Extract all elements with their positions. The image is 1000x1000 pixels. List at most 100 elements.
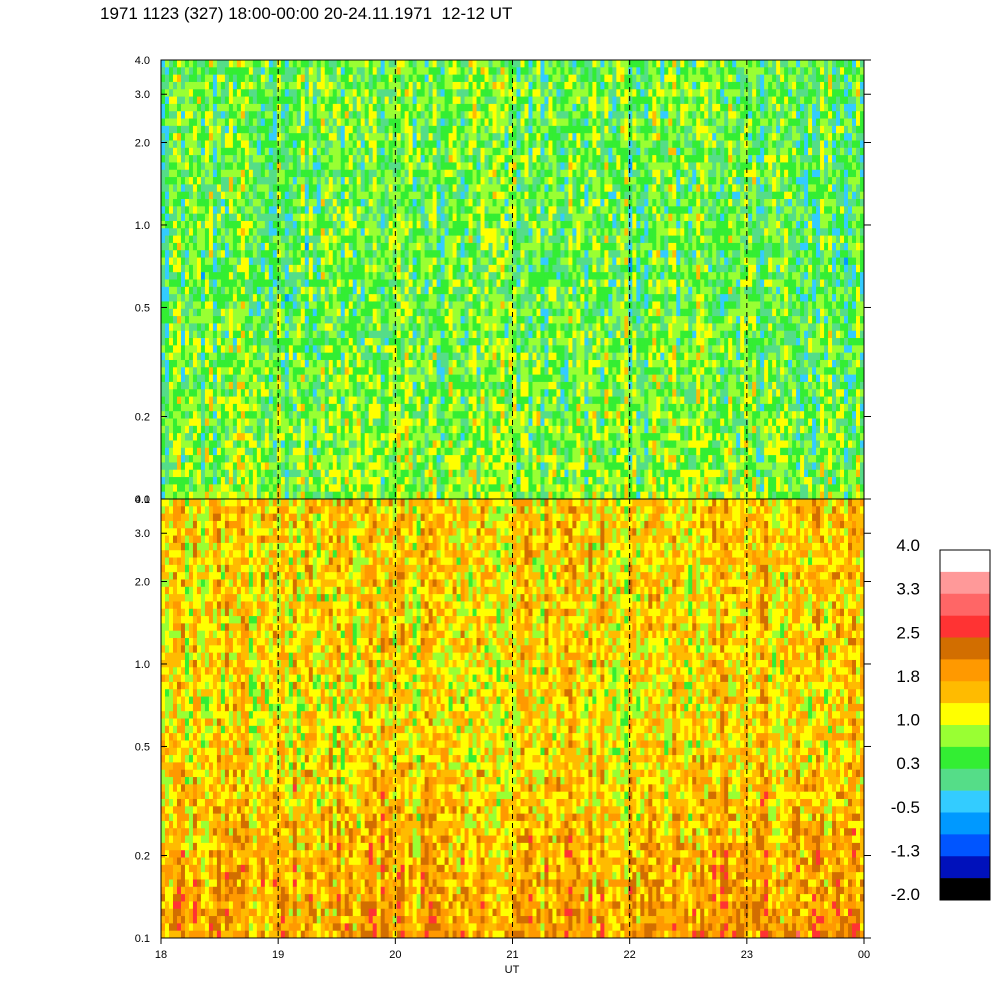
heatmap-cell xyxy=(196,396,202,405)
heatmap-cell xyxy=(420,206,426,215)
heatmap-cell xyxy=(420,381,426,390)
heatmap-cell xyxy=(424,228,430,236)
heatmap-cell xyxy=(264,60,270,68)
heatmap-cell xyxy=(224,440,230,449)
heatmap-cell xyxy=(452,403,457,412)
heatmap-cell xyxy=(444,425,449,434)
heatmap-cell xyxy=(460,316,465,324)
heatmap-cell xyxy=(236,191,242,200)
heatmap-cell xyxy=(356,279,362,288)
heatmap-cell xyxy=(344,184,350,193)
heatmap-cell xyxy=(300,338,306,346)
heatmap-cell xyxy=(348,96,354,105)
heatmap-cell xyxy=(300,279,306,288)
heatmap-cell xyxy=(220,250,226,258)
heatmap-cell xyxy=(212,111,218,119)
heatmap-cell xyxy=(188,440,194,449)
heatmap-cell xyxy=(292,242,298,251)
heatmap-cell xyxy=(368,250,374,258)
heatmap-cell xyxy=(436,440,441,449)
heatmap-cell xyxy=(432,60,437,68)
heatmap-cell xyxy=(468,323,473,332)
heatmap-cell xyxy=(352,352,358,361)
heatmap-cell xyxy=(228,111,234,119)
heatmap-cell xyxy=(284,491,290,499)
heatmap-cell xyxy=(260,396,266,405)
heatmap-cell xyxy=(304,374,310,383)
heatmap-cell xyxy=(472,118,477,127)
heatmap-cell xyxy=(184,103,190,112)
heatmap-cell xyxy=(300,330,306,339)
heatmap-cell xyxy=(196,389,202,397)
heatmap-cell xyxy=(228,367,234,376)
heatmap-cell xyxy=(352,118,358,127)
heatmap-cell xyxy=(480,103,485,112)
heatmap-cell xyxy=(436,352,441,361)
heatmap-cell xyxy=(232,184,238,193)
heatmap-cell xyxy=(200,191,206,200)
heatmap-cell xyxy=(232,396,238,405)
heatmap-cell xyxy=(332,469,338,478)
heatmap-cell xyxy=(240,111,246,119)
heatmap-cell xyxy=(304,301,310,310)
heatmap-cell xyxy=(436,425,441,434)
heatmap-cell xyxy=(284,352,290,361)
heatmap-cell xyxy=(288,403,294,412)
heatmap-cell xyxy=(328,199,334,207)
heatmap-cell xyxy=(344,484,350,493)
heatmap-cell xyxy=(468,359,473,368)
heatmap-cell xyxy=(296,286,302,295)
heatmap-cell xyxy=(448,308,453,317)
heatmap-cell xyxy=(244,374,250,383)
heatmap-cell xyxy=(484,206,489,215)
heatmap-cell xyxy=(348,352,354,361)
heatmap-cell xyxy=(344,206,350,215)
heatmap-cell xyxy=(296,74,302,83)
heatmap-cell xyxy=(316,133,322,141)
heatmap-cell xyxy=(276,206,282,215)
heatmap-cell xyxy=(180,345,186,354)
heatmap-cell xyxy=(196,74,202,83)
heatmap-cell xyxy=(192,491,198,499)
heatmap-cell xyxy=(392,206,398,215)
heatmap-cell xyxy=(308,220,314,229)
heatmap-cell xyxy=(436,316,441,324)
heatmap-cell xyxy=(340,118,346,127)
heatmap-cell xyxy=(416,396,422,405)
heatmap-cell xyxy=(304,440,310,449)
heatmap-cell xyxy=(468,257,473,266)
heatmap-cell xyxy=(264,338,270,346)
heatmap-cell xyxy=(208,462,214,471)
heatmap-cell xyxy=(192,206,198,215)
heatmap-cell xyxy=(340,462,346,471)
heatmap-cell xyxy=(408,169,414,178)
heatmap-cell xyxy=(408,367,414,376)
heatmap-cell xyxy=(252,133,258,141)
heatmap-cell xyxy=(232,177,238,185)
heatmap-cell xyxy=(476,381,481,390)
heatmap-cell xyxy=(208,162,214,171)
heatmap-cell xyxy=(316,125,322,134)
heatmap-cell xyxy=(208,403,214,412)
heatmap-cell xyxy=(188,67,194,76)
heatmap-cell xyxy=(192,184,198,193)
heatmap-cell xyxy=(404,184,410,193)
heatmap-cell xyxy=(372,89,378,97)
heatmap-cell xyxy=(460,242,465,251)
heatmap-cell xyxy=(172,381,178,390)
heatmap-cell xyxy=(348,425,354,434)
heatmap-cell xyxy=(376,477,382,485)
heatmap-cell xyxy=(168,477,174,485)
heatmap-cell xyxy=(396,367,402,376)
heatmap-cell xyxy=(360,455,366,463)
heatmap-cell xyxy=(456,418,461,427)
heatmap-cell xyxy=(344,294,350,302)
heatmap-cell xyxy=(376,345,382,354)
heatmap-cell xyxy=(464,301,469,310)
heatmap-cell xyxy=(224,491,230,499)
heatmap-cell xyxy=(356,125,362,134)
heatmap-cell xyxy=(196,177,202,185)
heatmap-cell xyxy=(240,133,246,141)
heatmap-cell xyxy=(452,235,457,244)
heatmap-cell xyxy=(196,125,202,134)
